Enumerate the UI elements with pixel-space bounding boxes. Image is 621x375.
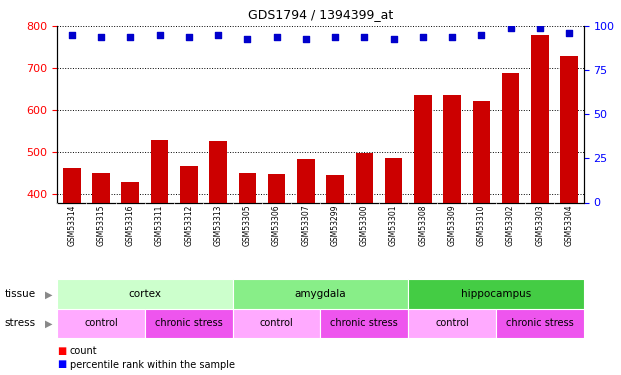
Text: amygdala: amygdala bbox=[294, 290, 347, 299]
Text: control: control bbox=[84, 318, 118, 328]
Text: chronic stress: chronic stress bbox=[330, 318, 398, 328]
Bar bbox=[531, 36, 548, 362]
Bar bbox=[496, 309, 584, 338]
Text: GSM53308: GSM53308 bbox=[419, 205, 427, 246]
Text: GSM53312: GSM53312 bbox=[184, 205, 193, 246]
Point bbox=[447, 34, 457, 40]
Text: chronic stress: chronic stress bbox=[155, 318, 223, 328]
Point bbox=[418, 34, 428, 40]
Bar bbox=[151, 140, 168, 362]
Bar bbox=[297, 159, 315, 362]
Text: GSM53304: GSM53304 bbox=[564, 205, 574, 246]
Text: GSM53314: GSM53314 bbox=[67, 205, 76, 246]
Text: cortex: cortex bbox=[129, 290, 161, 299]
Point bbox=[301, 36, 310, 42]
Point bbox=[125, 34, 135, 40]
Text: GSM53311: GSM53311 bbox=[155, 205, 164, 246]
Bar bbox=[443, 94, 461, 362]
Text: control: control bbox=[260, 318, 294, 328]
Text: GSM53299: GSM53299 bbox=[330, 205, 340, 246]
Point bbox=[184, 34, 194, 40]
Point bbox=[271, 34, 281, 40]
Point bbox=[505, 25, 515, 31]
Text: ■: ■ bbox=[57, 346, 66, 355]
Point bbox=[476, 32, 486, 38]
Bar bbox=[408, 309, 496, 338]
Text: stress: stress bbox=[4, 318, 35, 328]
Bar bbox=[93, 173, 110, 362]
Bar bbox=[63, 168, 81, 362]
Bar bbox=[502, 73, 519, 362]
Text: GDS1794 / 1394399_at: GDS1794 / 1394399_at bbox=[248, 8, 393, 21]
Text: percentile rank within the sample: percentile rank within the sample bbox=[70, 360, 235, 369]
Point bbox=[213, 32, 223, 38]
Bar bbox=[385, 158, 402, 362]
Text: chronic stress: chronic stress bbox=[506, 318, 574, 328]
Text: GSM53310: GSM53310 bbox=[477, 205, 486, 246]
Bar bbox=[320, 309, 408, 338]
Text: GSM53306: GSM53306 bbox=[272, 205, 281, 246]
Point bbox=[535, 25, 545, 31]
Bar bbox=[209, 141, 227, 362]
Bar bbox=[408, 279, 584, 309]
Text: GSM53307: GSM53307 bbox=[301, 205, 310, 246]
Point bbox=[96, 34, 106, 40]
Bar bbox=[57, 279, 233, 309]
Point bbox=[564, 30, 574, 36]
Bar bbox=[180, 166, 197, 362]
Text: GSM53316: GSM53316 bbox=[126, 205, 135, 246]
Point bbox=[360, 34, 369, 40]
Point bbox=[242, 36, 252, 42]
Text: GSM53301: GSM53301 bbox=[389, 205, 398, 246]
Text: GSM53313: GSM53313 bbox=[214, 205, 222, 246]
Text: GSM53305: GSM53305 bbox=[243, 205, 252, 246]
Bar bbox=[233, 309, 320, 338]
Text: hippocampus: hippocampus bbox=[461, 290, 531, 299]
Bar bbox=[57, 309, 145, 338]
Bar bbox=[473, 101, 490, 362]
Bar bbox=[122, 182, 139, 362]
Text: tissue: tissue bbox=[4, 290, 35, 299]
Bar bbox=[238, 173, 256, 362]
Text: ■: ■ bbox=[57, 360, 66, 369]
Text: ▶: ▶ bbox=[45, 290, 52, 299]
Text: ▶: ▶ bbox=[45, 318, 52, 328]
Text: control: control bbox=[435, 318, 469, 328]
Point bbox=[389, 36, 399, 42]
Bar bbox=[326, 175, 344, 362]
Bar bbox=[268, 174, 285, 362]
Bar bbox=[414, 96, 432, 362]
Text: GSM53303: GSM53303 bbox=[535, 205, 545, 246]
Point bbox=[155, 32, 165, 38]
Text: GSM53309: GSM53309 bbox=[448, 205, 456, 246]
Text: count: count bbox=[70, 346, 97, 355]
Point bbox=[330, 34, 340, 40]
Bar bbox=[356, 153, 373, 362]
Bar bbox=[233, 279, 408, 309]
Bar bbox=[145, 309, 233, 338]
Point bbox=[67, 32, 77, 38]
Text: GSM53300: GSM53300 bbox=[360, 205, 369, 246]
Text: GSM53315: GSM53315 bbox=[96, 205, 106, 246]
Bar bbox=[560, 56, 578, 362]
Text: GSM53302: GSM53302 bbox=[506, 205, 515, 246]
